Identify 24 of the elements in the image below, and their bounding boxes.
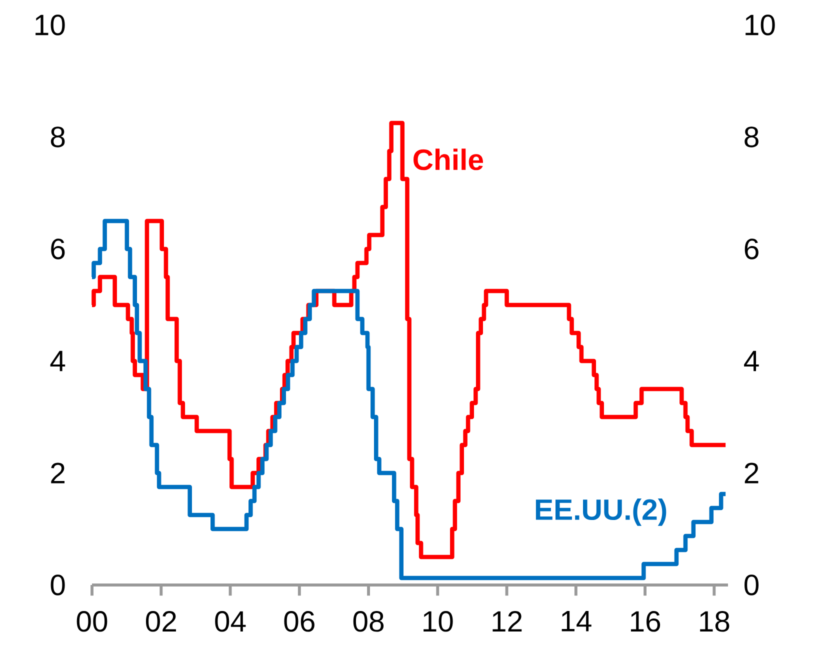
y-tick-label: 8 [50,126,65,148]
x-tick-label: 16 [630,611,660,632]
y2-tick-label: 10 [746,14,775,36]
y2-tick-label: 4 [744,350,759,372]
y-tick-label: 10 [36,14,65,36]
x-tick-label: 08 [353,611,384,632]
x-tick-label: 14 [562,611,592,632]
x-tick-label: 02 [146,611,176,632]
series-label: Chile [414,148,484,170]
y-tick-label: 0 [50,574,65,596]
series-label: EE.UU.(2) [536,498,666,526]
y-tick-label: 4 [50,350,66,372]
y2-tick-label: 2 [744,462,758,484]
x-tick-label: 00 [76,611,108,632]
x-tick-label: 18 [700,611,730,632]
y2-tick-label: 8 [744,126,758,148]
y2-tick-label: 0 [744,574,759,596]
y2-tick-label: 6 [744,238,758,260]
x-tick-label: 10 [424,611,453,632]
y-tick-label: 2 [51,462,64,484]
y-tick-label: 6 [51,238,65,260]
x-tick-label: 06 [284,611,314,632]
x-tick-label: 04 [215,611,246,632]
x-tick-label: 12 [492,611,522,632]
